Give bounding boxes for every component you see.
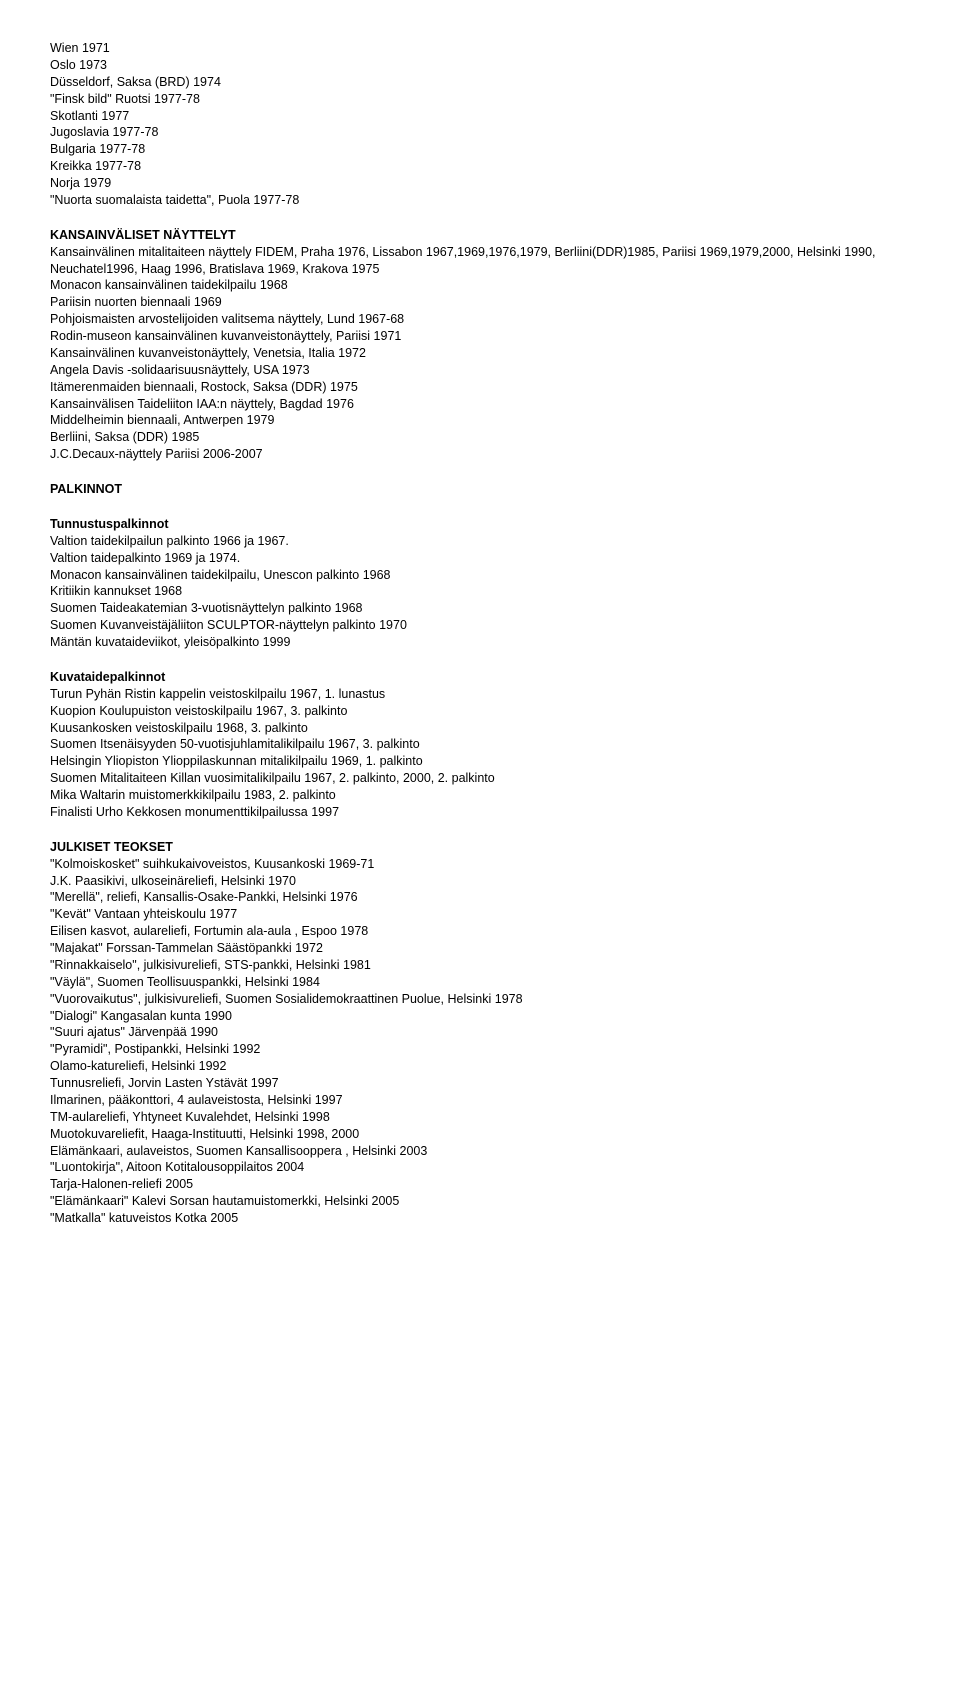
section-heading: Tunnustuspalkinnot	[50, 516, 910, 533]
text-line: "Kevät" Vantaan yhteiskoulu 1977	[50, 906, 910, 923]
text-line: "Kolmoiskosket" suihkukaivoveistos, Kuus…	[50, 856, 910, 873]
document-body: Wien 1971Oslo 1973Düsseldorf, Saksa (BRD…	[50, 40, 910, 1227]
text-line: Turun Pyhän Ristin kappelin veistoskilpa…	[50, 686, 910, 703]
text-line: Olamo-katureliefi, Helsinki 1992	[50, 1058, 910, 1075]
text-line: Bulgaria 1977-78	[50, 141, 910, 158]
text-line: Berliini, Saksa (DDR) 1985	[50, 429, 910, 446]
section-heading: Kuvataidepalkinnot	[50, 669, 910, 686]
text-line: Düsseldorf, Saksa (BRD) 1974	[50, 74, 910, 91]
text-line: Wien 1971	[50, 40, 910, 57]
text-line: Suomen Taideakatemian 3-vuotisnäyttelyn …	[50, 600, 910, 617]
section-heading: PALKINNOT	[50, 481, 910, 498]
text-line: Kritiikin kannukset 1968	[50, 583, 910, 600]
text-line: Skotlanti 1977	[50, 108, 910, 125]
spacer	[50, 498, 910, 516]
text-line: Kuopion Koulupuiston veistoskilpailu 196…	[50, 703, 910, 720]
text-line: Angela Davis -solidaarisuusnäyttely, USA…	[50, 362, 910, 379]
text-line: Kansainvälisen Taideliiton IAA:n näyttel…	[50, 396, 910, 413]
text-line: J.C.Decaux-näyttely Pariisi 2006-2007	[50, 446, 910, 463]
text-line: Elämänkaari, aulaveistos, Suomen Kansall…	[50, 1143, 910, 1160]
text-line: Tarja-Halonen-reliefi 2005	[50, 1176, 910, 1193]
text-line: "Väylä", Suomen Teollisuuspankki, Helsin…	[50, 974, 910, 991]
text-line: Kreikka 1977-78	[50, 158, 910, 175]
text-line: "Dialogi" Kangasalan kunta 1990	[50, 1008, 910, 1025]
text-block: "Kolmoiskosket" suihkukaivoveistos, Kuus…	[50, 856, 910, 1227]
text-line: "Majakat" Forssan-Tammelan Säästöpankki …	[50, 940, 910, 957]
text-line: Eilisen kasvot, aulareliefi, Fortumin al…	[50, 923, 910, 940]
text-line: "Pyramidi", Postipankki, Helsinki 1992	[50, 1041, 910, 1058]
text-line: "Elämänkaari" Kalevi Sorsan hautamuistom…	[50, 1193, 910, 1210]
spacer	[50, 209, 910, 227]
text-line: Kuusankosken veistoskilpailu 1968, 3. pa…	[50, 720, 910, 737]
section-heading: JULKISET TEOKSET	[50, 839, 910, 856]
text-line: "Vuorovaikutus", julkisivureliefi, Suome…	[50, 991, 910, 1008]
text-line: "Finsk bild" Ruotsi 1977-78	[50, 91, 910, 108]
spacer	[50, 463, 910, 481]
text-line: Mäntän kuvataideviikot, yleisöpalkinto 1…	[50, 634, 910, 651]
text-line: Kansainvälinen kuvanveistonäyttely, Vene…	[50, 345, 910, 362]
text-line: Valtion taidepalkinto 1969 ja 1974.	[50, 550, 910, 567]
text-line: "Luontokirja", Aitoon Kotitalousoppilait…	[50, 1159, 910, 1176]
text-line: Pohjoismaisten arvostelijoiden valitsema…	[50, 311, 910, 328]
text-block: Turun Pyhän Ristin kappelin veistoskilpa…	[50, 686, 910, 821]
text-line: Pariisin nuorten biennaali 1969	[50, 294, 910, 311]
text-line: Ilmarinen, pääkonttori, 4 aulaveistosta,…	[50, 1092, 910, 1109]
text-line: J.K. Paasikivi, ulkoseinäreliefi, Helsin…	[50, 873, 910, 890]
text-line: Mika Waltarin muistomerkkikilpailu 1983,…	[50, 787, 910, 804]
text-line: Itämerenmaiden biennaali, Rostock, Saksa…	[50, 379, 910, 396]
text-line: Finalisti Urho Kekkosen monumenttikilpai…	[50, 804, 910, 821]
spacer	[50, 651, 910, 669]
text-line: Norja 1979	[50, 175, 910, 192]
text-block: Kansainvälinen mitalitaiteen näyttely FI…	[50, 244, 910, 463]
text-line: Suomen Mitalitaiteen Killan vuosimitalik…	[50, 770, 910, 787]
spacer	[50, 821, 910, 839]
text-line: Kansainvälinen mitalitaiteen näyttely FI…	[50, 244, 910, 278]
text-line: Monacon kansainvälinen taidekilpailu, Un…	[50, 567, 910, 584]
text-line: "Matkalla" katuveistos Kotka 2005	[50, 1210, 910, 1227]
text-line: Jugoslavia 1977-78	[50, 124, 910, 141]
text-line: Tunnusreliefi, Jorvin Lasten Ystävät 199…	[50, 1075, 910, 1092]
text-line: "Rinnakkaiselo", julkisivureliefi, STS-p…	[50, 957, 910, 974]
text-line: Muotokuvareliefit, Haaga-Instituutti, He…	[50, 1126, 910, 1143]
text-block: Wien 1971Oslo 1973Düsseldorf, Saksa (BRD…	[50, 40, 910, 209]
text-line: "Merellä", reliefi, Kansallis-Osake-Pank…	[50, 889, 910, 906]
text-line: Suomen Kuvanveistäjäliiton SCULPTOR-näyt…	[50, 617, 910, 634]
text-line: TM-aulareliefi, Yhtyneet Kuvalehdet, Hel…	[50, 1109, 910, 1126]
text-line: Rodin-museon kansainvälinen kuvanveiston…	[50, 328, 910, 345]
text-line: Helsingin Yliopiston Ylioppilaskunnan mi…	[50, 753, 910, 770]
text-line: Oslo 1973	[50, 57, 910, 74]
text-block: Valtion taidekilpailun palkinto 1966 ja …	[50, 533, 910, 651]
text-line: Valtion taidekilpailun palkinto 1966 ja …	[50, 533, 910, 550]
text-line: Suomen Itsenäisyyden 50-vuotisjuhlamital…	[50, 736, 910, 753]
text-line: Monacon kansainvälinen taidekilpailu 196…	[50, 277, 910, 294]
text-line: "Suuri ajatus" Järvenpää 1990	[50, 1024, 910, 1041]
text-line: Middelheimin biennaali, Antwerpen 1979	[50, 412, 910, 429]
section-heading: KANSAINVÄLISET NÄYTTELYT	[50, 227, 910, 244]
text-line: "Nuorta suomalaista taidetta", Puola 197…	[50, 192, 910, 209]
